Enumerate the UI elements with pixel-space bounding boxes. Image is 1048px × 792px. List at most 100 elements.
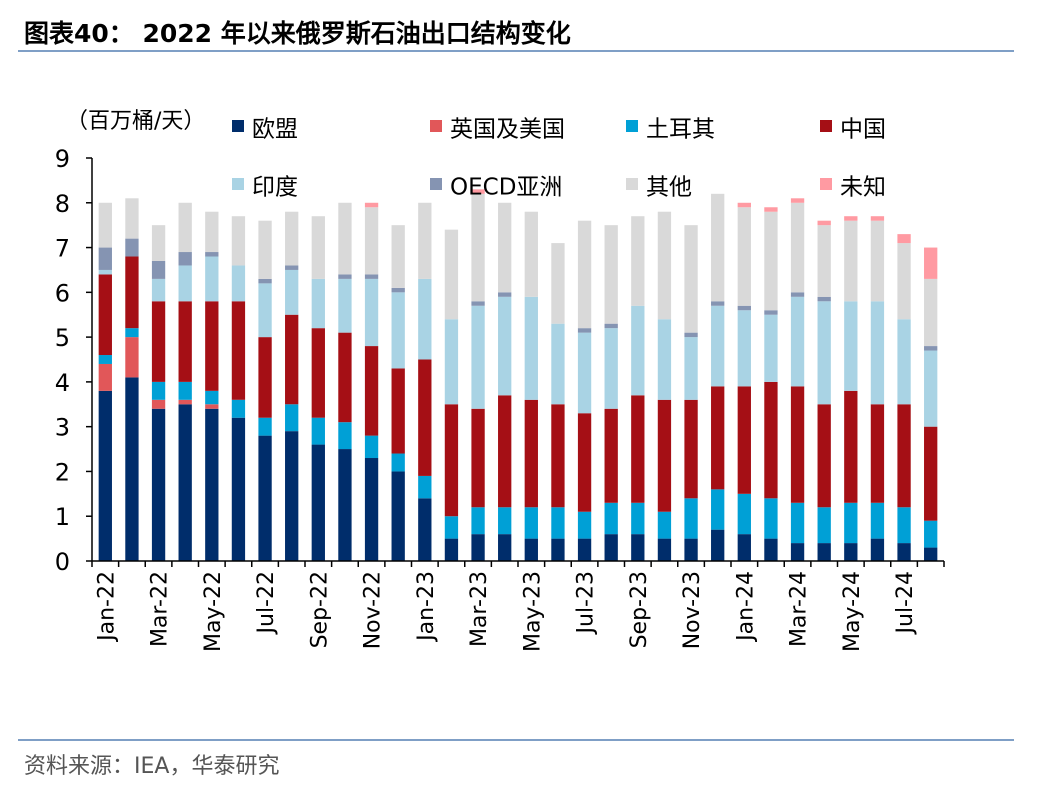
- bar-Jul-24-s0: [897, 543, 911, 561]
- bar-Oct-22-s4: [338, 278, 352, 333]
- y-tick-label-9: 9: [55, 145, 70, 173]
- bar-Apr-24-s4: [817, 301, 831, 405]
- bar-Apr-24-s2: [817, 507, 831, 544]
- bar-Dec-23-s4: [711, 305, 725, 387]
- bar-Aug-24-s5: [924, 346, 938, 351]
- bar-Nov-23-s4: [684, 337, 698, 400]
- bar-Jul-23-s0: [577, 538, 592, 561]
- bar-Aug-23-s2: [604, 502, 618, 535]
- bar-Dec-23-s0: [711, 529, 725, 561]
- bar-Aug-22-s4: [285, 269, 299, 315]
- bar-Sep-22-s6: [311, 216, 325, 279]
- bar-Mar-23-s0: [471, 534, 485, 561]
- bar-May-22-s5: [205, 252, 219, 257]
- bar-Dec-22-s2: [391, 453, 405, 472]
- bar-May-24-s0: [844, 543, 858, 561]
- bar-group: [98, 189, 938, 561]
- bar-Apr-22-s0: [178, 404, 192, 561]
- bar-May-23-s2: [524, 507, 538, 539]
- bar-Jul-24-s3: [897, 404, 911, 508]
- axes: 0 1 2 3 4 5 6 7 8 9 Jan-22 Mar-22 May-22 Jul-22 Sep-22…: [55, 145, 945, 652]
- bar-Jan-22-s6: [98, 202, 112, 248]
- bar-Apr-22-s6: [178, 202, 192, 253]
- x-tick-label-May-23: May-23: [520, 571, 545, 652]
- legend-swatch-7: [820, 178, 832, 190]
- bar-Jan-22-s2: [98, 355, 112, 364]
- legend-swatch-2: [626, 120, 638, 132]
- bar-Aug-23-s0: [604, 534, 618, 561]
- bar-Aug-23-s6: [604, 225, 618, 324]
- bar-Oct-22-s0: [338, 449, 352, 561]
- bar-Mar-22-s3: [151, 301, 166, 382]
- bar-Jun-22-s3: [231, 301, 246, 400]
- bar-Jan-22-s4: [98, 269, 112, 275]
- bar-Feb-23-s0: [444, 538, 459, 561]
- bar-Apr-22-s3: [178, 301, 192, 382]
- x-tick-label-Jan-22: Jan-22: [94, 571, 119, 643]
- bar-Nov-22-s3: [364, 346, 379, 436]
- bar-Apr-24-s5: [817, 296, 831, 302]
- bar-Jan-23-s2: [418, 475, 432, 499]
- bar-Jun-23-s2: [551, 507, 565, 539]
- bar-Dec-23-s5: [711, 301, 725, 306]
- bar-Apr-24-s6: [817, 225, 831, 297]
- bar-Sep-23-s3: [631, 395, 645, 503]
- bar-Oct-23-s3: [657, 399, 672, 512]
- bar-Jan-24-s6: [737, 207, 751, 306]
- x-tick-label-May-24: May-24: [840, 571, 865, 652]
- bar-Jul-24-s2: [897, 507, 911, 544]
- bar-Jun-23-s3: [551, 404, 565, 508]
- bar-Jun-24-s3: [870, 404, 885, 503]
- bar-Oct-22-s3: [338, 332, 352, 423]
- bar-Aug-23-s4: [604, 328, 618, 409]
- stacked-bar-chart: 0 1 2 3 4 5 6 7 8 9 Jan-22 Mar-22 May-22 Jul-22 Sep-22…: [55, 109, 945, 652]
- bar-Jun-22-s2: [231, 399, 246, 418]
- bar-Oct-23-s2: [657, 511, 672, 539]
- bar-Jun-23-s0: [551, 538, 565, 561]
- bar-Apr-22-s5: [178, 252, 192, 266]
- bar-Jan-22-s1: [98, 363, 112, 391]
- bar-Mar-22-s5: [151, 260, 166, 279]
- bar-Jan-23-s3: [418, 359, 432, 476]
- bar-May-24-s2: [844, 502, 858, 544]
- bar-Jan-24-s7: [737, 202, 751, 208]
- bar-Aug-22-s2: [285, 404, 299, 432]
- bar-Oct-22-s6: [338, 202, 352, 275]
- bar-Mar-23-s6: [471, 193, 485, 302]
- bar-Dec-23-s6: [711, 193, 725, 302]
- bar-Aug-24-s7: [924, 247, 938, 279]
- legend-label-5: OECD亚洲: [450, 175, 562, 201]
- bar-Jun-24-s6: [870, 220, 885, 302]
- bar-Jun-24-s2: [870, 502, 885, 539]
- bar-Jul-23-s3: [577, 413, 592, 512]
- bar-Jun-24-s7: [870, 216, 885, 221]
- unit-label: （百万桶/天）: [66, 109, 205, 134]
- bar-Jun-24-s0: [870, 538, 885, 561]
- bar-Mar-24-s3: [790, 386, 805, 503]
- bar-Aug-24-s2: [924, 520, 938, 548]
- bar-Sep-23-s0: [631, 534, 645, 561]
- bar-Mar-22-s1: [151, 399, 166, 409]
- legend-swatch-6: [626, 178, 638, 190]
- bar-Feb-24-s7: [764, 207, 778, 212]
- bar-Mar-24-s0: [790, 543, 805, 561]
- bar-May-22-s6: [205, 211, 219, 253]
- bar-Mar-24-s7: [790, 198, 805, 203]
- bar-Aug-24-s3: [924, 426, 938, 521]
- legend-label-4: 印度: [252, 175, 298, 201]
- legend-swatch-3: [820, 120, 832, 132]
- y-tick-label-2: 2: [55, 458, 70, 486]
- bar-Nov-22-s5: [364, 274, 379, 279]
- bar-Jul-22-s4: [258, 283, 272, 338]
- bar-Dec-23-s2: [711, 489, 725, 530]
- x-tick-label-Jul-24: Jul-24: [893, 571, 918, 635]
- bar-Jul-22-s0: [258, 435, 272, 561]
- x-tick-label-May-22: May-22: [201, 571, 226, 652]
- bar-Dec-22-s6: [391, 225, 405, 288]
- title-divider: [18, 50, 1014, 52]
- bar-Aug-23-s5: [604, 323, 618, 329]
- bar-Jan-24-s0: [737, 534, 751, 561]
- bar-Sep-22-s4: [311, 278, 325, 329]
- bar-Nov-23-s5: [684, 332, 698, 338]
